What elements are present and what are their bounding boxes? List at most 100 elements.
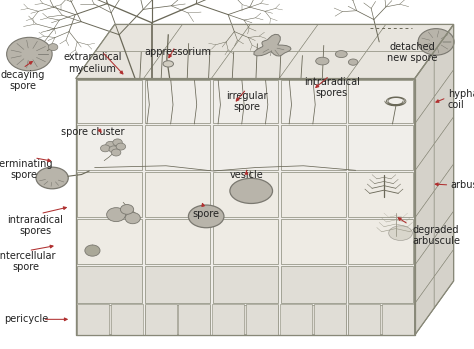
Ellipse shape [389, 226, 412, 240]
Polygon shape [281, 305, 346, 334]
Ellipse shape [36, 167, 68, 189]
Circle shape [116, 143, 126, 150]
Ellipse shape [188, 205, 224, 228]
Polygon shape [281, 172, 346, 217]
Polygon shape [213, 305, 278, 334]
Polygon shape [314, 304, 346, 335]
Text: intercellular
spore: intercellular spore [0, 251, 55, 273]
Polygon shape [145, 125, 210, 170]
Text: pericycle: pericycle [4, 314, 48, 324]
Polygon shape [415, 276, 434, 335]
Polygon shape [145, 219, 210, 264]
Polygon shape [77, 219, 142, 264]
Polygon shape [281, 80, 346, 123]
Polygon shape [76, 24, 454, 79]
Text: vesicle: vesicle [229, 170, 264, 179]
Polygon shape [348, 125, 413, 170]
Ellipse shape [316, 57, 329, 65]
Polygon shape [434, 24, 454, 97]
Polygon shape [348, 172, 413, 217]
Polygon shape [211, 52, 299, 79]
Polygon shape [348, 305, 413, 334]
Polygon shape [348, 304, 380, 335]
Text: degraded
arbuscule: degraded arbuscule [412, 225, 460, 246]
Polygon shape [77, 172, 142, 217]
Polygon shape [213, 80, 278, 123]
Polygon shape [434, 117, 454, 191]
Polygon shape [231, 24, 318, 52]
Polygon shape [366, 24, 454, 52]
Circle shape [7, 37, 52, 71]
Circle shape [109, 146, 118, 153]
Polygon shape [281, 219, 346, 264]
Text: spore cluster: spore cluster [61, 127, 124, 138]
Polygon shape [434, 164, 454, 238]
Polygon shape [348, 266, 413, 303]
Polygon shape [254, 34, 291, 56]
Polygon shape [279, 52, 366, 79]
Polygon shape [415, 144, 434, 218]
Polygon shape [434, 211, 454, 276]
Text: appressorium: appressorium [144, 47, 211, 57]
Polygon shape [77, 304, 109, 335]
Polygon shape [145, 80, 210, 123]
Circle shape [111, 149, 121, 156]
Circle shape [106, 141, 115, 148]
Polygon shape [415, 24, 454, 335]
Polygon shape [76, 79, 415, 335]
Circle shape [85, 245, 100, 256]
Polygon shape [163, 24, 250, 52]
Text: intraradical
spores: intraradical spores [304, 77, 360, 98]
Polygon shape [415, 238, 434, 304]
Text: germinating
spore: germinating spore [0, 159, 54, 180]
Ellipse shape [163, 61, 173, 67]
Polygon shape [348, 219, 413, 264]
Polygon shape [144, 52, 231, 79]
Circle shape [100, 145, 110, 152]
Polygon shape [213, 125, 278, 170]
Polygon shape [382, 304, 414, 335]
Polygon shape [145, 172, 210, 217]
Polygon shape [213, 219, 278, 264]
Polygon shape [76, 52, 163, 79]
Polygon shape [434, 250, 454, 308]
Polygon shape [246, 304, 278, 335]
Ellipse shape [348, 59, 358, 65]
Polygon shape [280, 304, 312, 335]
Polygon shape [145, 266, 210, 303]
Circle shape [113, 139, 122, 146]
Text: extraradical
mycelium: extraradical mycelium [63, 52, 122, 74]
Polygon shape [178, 304, 210, 335]
Polygon shape [77, 266, 142, 303]
Polygon shape [77, 125, 142, 170]
Text: hyphal
coil: hyphal coil [448, 89, 474, 110]
Polygon shape [281, 266, 346, 303]
Polygon shape [434, 70, 454, 144]
Polygon shape [77, 305, 142, 334]
Text: intraradical
spores: intraradical spores [8, 215, 64, 236]
Polygon shape [95, 24, 182, 52]
Text: detached
new spore: detached new spore [387, 42, 438, 63]
Polygon shape [110, 304, 143, 335]
Polygon shape [145, 305, 210, 334]
Ellipse shape [230, 178, 273, 203]
Polygon shape [213, 266, 278, 303]
Polygon shape [347, 52, 434, 79]
Polygon shape [213, 172, 278, 217]
Polygon shape [145, 304, 176, 335]
Polygon shape [415, 52, 434, 124]
Polygon shape [212, 304, 245, 335]
Polygon shape [415, 191, 434, 265]
Text: irregular
spore: irregular spore [226, 91, 267, 112]
Text: spore: spore [193, 209, 219, 220]
Text: arbuscule: arbuscule [450, 180, 474, 190]
Circle shape [418, 29, 454, 55]
Circle shape [120, 205, 134, 214]
Ellipse shape [335, 51, 347, 58]
Text: decaying
spore: decaying spore [0, 70, 45, 91]
Polygon shape [348, 80, 413, 123]
Circle shape [107, 208, 126, 222]
Polygon shape [281, 125, 346, 170]
Polygon shape [415, 97, 434, 171]
Polygon shape [77, 80, 142, 123]
